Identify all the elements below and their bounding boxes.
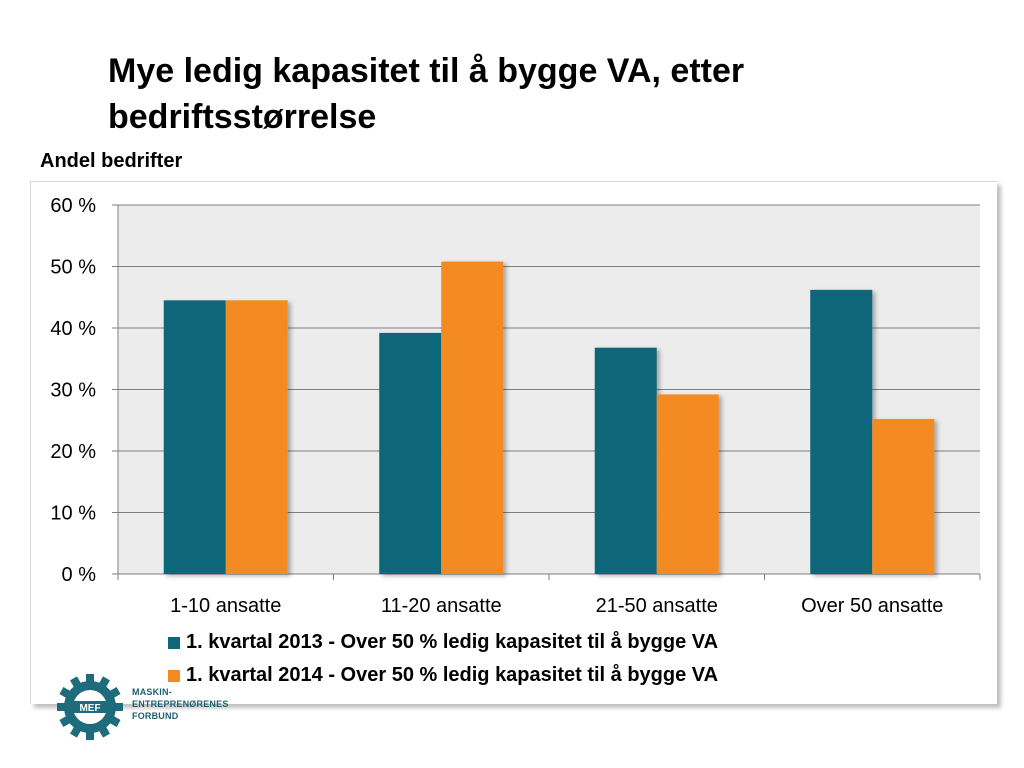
legend-label-2014: 1. kvartal 2014 - Over 50 % ledig kapasi… (186, 664, 719, 686)
x-tick-label: 11-20 ansatte (381, 595, 502, 617)
y-axis-title: Andel bedrifter (40, 150, 183, 172)
logo-line-1: MASKIN- (132, 687, 172, 697)
bar-2014-3 (656, 394, 719, 574)
bar-2013-3 (594, 347, 657, 574)
legend-swatch-2013 (168, 636, 180, 649)
page-title: Mye ledig kapasitet til å bygge VA, ette… (108, 52, 745, 136)
y-tick-label: 60 % (50, 195, 96, 217)
x-tick-label: 1-10 ansatte (170, 595, 281, 617)
bar-2013-2 (379, 332, 442, 574)
bar-2014-2 (441, 261, 504, 574)
bar-2013-4 (810, 289, 873, 574)
logo-line-3: FORBUND (132, 711, 179, 721)
y-tick-label: 40 % (50, 318, 96, 340)
y-tick-label: 20 % (50, 441, 96, 463)
bar-2014-4 (872, 419, 935, 574)
logo-emblem-text: MEF (79, 703, 100, 714)
y-tick-label: 30 % (50, 380, 96, 402)
legend-swatch-2014 (168, 669, 180, 682)
y-tick-label: 50 % (50, 257, 96, 279)
legend-item-2014: 1. kvartal 2014 - Over 50 % ledig kapasi… (168, 659, 718, 692)
gear-icon: MEF (57, 674, 123, 740)
mef-logo: MEF MASKIN- ENTREPRENØRENES FORBUND (52, 672, 252, 742)
legend: 1. kvartal 2013 - Over 50 % ledig kapasi… (168, 626, 718, 692)
y-tick-label: 0 % (62, 564, 97, 586)
legend-item-2013: 1. kvartal 2013 - Over 50 % ledig kapasi… (168, 626, 718, 659)
x-tick-label: Over 50 ansatte (801, 595, 943, 617)
gear-tooth (86, 674, 94, 684)
x-tick-label: 21-50 ansatte (596, 595, 718, 617)
y-tick-label: 10 % (50, 503, 96, 525)
legend-label-2013: 1. kvartal 2013 - Over 50 % ledig kapasi… (186, 631, 719, 653)
logo-line-2: ENTREPRENØRENES (132, 699, 229, 709)
bar-2014-1 (225, 300, 288, 574)
logo-text: MASKIN- ENTREPRENØRENES FORBUND (132, 686, 229, 722)
gear-tooth (86, 730, 94, 740)
bar-2013-1 (163, 300, 226, 574)
